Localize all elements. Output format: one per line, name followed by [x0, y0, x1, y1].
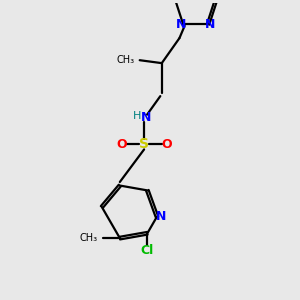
Text: N: N [176, 18, 186, 32]
Text: Cl: Cl [141, 244, 154, 257]
Text: N: N [156, 210, 167, 223]
Text: CH₃: CH₃ [79, 233, 97, 243]
Text: CH₃: CH₃ [116, 55, 134, 65]
Text: H: H [133, 111, 141, 121]
Text: O: O [116, 138, 127, 151]
Text: N: N [205, 18, 216, 32]
Text: S: S [139, 137, 149, 151]
Text: O: O [161, 138, 172, 151]
Text: N: N [140, 111, 151, 124]
